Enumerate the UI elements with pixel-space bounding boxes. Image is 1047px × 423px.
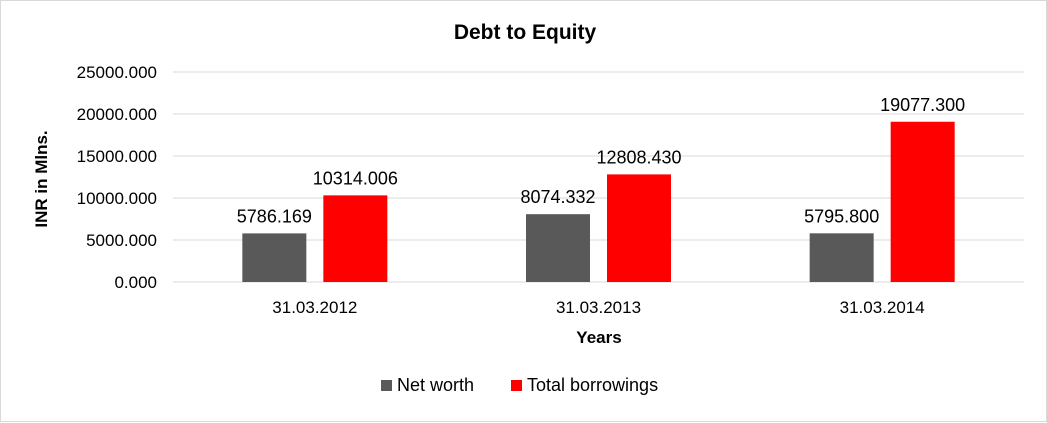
legend-swatch xyxy=(381,380,392,391)
bar-value-label: 19077.300 xyxy=(880,95,965,115)
y-tick-label: 0.000 xyxy=(114,273,157,292)
legend: Net worth Total borrowings xyxy=(381,375,658,395)
legend-label: Total borrowings xyxy=(527,375,658,395)
chart-title: Debt to Equity xyxy=(454,21,597,44)
legend-label: Net worth xyxy=(397,375,474,395)
y-axis-ticks: 0.000 5000.000 10000.000 15000.000 20000.000… xyxy=(77,63,157,292)
bar-value-label: 10314.006 xyxy=(313,168,398,188)
bar-value-label: 8074.332 xyxy=(520,187,595,207)
bars xyxy=(242,121,955,283)
bar-total-borrowings xyxy=(323,195,388,282)
y-tick-label: 20000.000 xyxy=(77,105,157,124)
legend-swatch xyxy=(511,380,522,391)
bar-value-label: 5795.800 xyxy=(804,206,879,226)
y-tick-label: 25000.000 xyxy=(77,63,157,82)
bar-total-borrowings xyxy=(607,174,671,282)
y-tick-label: 10000.000 xyxy=(77,189,157,208)
bar-net-worth xyxy=(526,214,590,282)
x-tick-label: 31.03.2013 xyxy=(556,298,641,317)
x-axis-label: Years xyxy=(576,328,621,347)
bar-total-borrowings xyxy=(890,121,955,283)
bar-net-worth xyxy=(809,233,874,282)
y-tick-label: 5000.000 xyxy=(86,231,157,250)
y-axis-label: INR in Mlns. xyxy=(32,130,51,227)
x-tick-label: 31.03.2014 xyxy=(840,298,925,317)
bar-net-worth xyxy=(242,233,307,282)
y-tick-label: 15000.000 xyxy=(77,147,157,166)
gridlines xyxy=(173,71,1024,283)
x-tick-label: 31.03.2012 xyxy=(272,298,357,317)
x-axis-ticks: 31.03.2012 31.03.2013 31.03.2014 xyxy=(272,298,924,317)
bar-value-label: 5786.169 xyxy=(237,206,312,226)
bar-value-label: 12808.430 xyxy=(596,147,681,167)
